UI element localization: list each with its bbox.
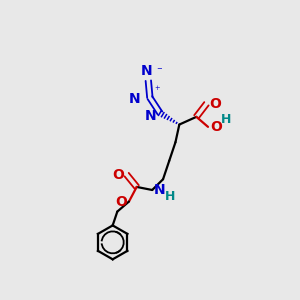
Text: H: H [220, 113, 231, 126]
Text: H: H [165, 190, 175, 203]
Text: $^+$: $^+$ [153, 85, 161, 95]
Text: O: O [210, 120, 222, 134]
Text: $^-$: $^-$ [154, 66, 163, 76]
Text: N: N [141, 64, 153, 78]
Text: O: O [112, 168, 124, 182]
Text: N: N [154, 183, 165, 197]
Text: N: N [145, 109, 156, 123]
Text: N: N [129, 92, 141, 106]
Text: O: O [115, 195, 127, 208]
Text: O: O [209, 97, 221, 111]
